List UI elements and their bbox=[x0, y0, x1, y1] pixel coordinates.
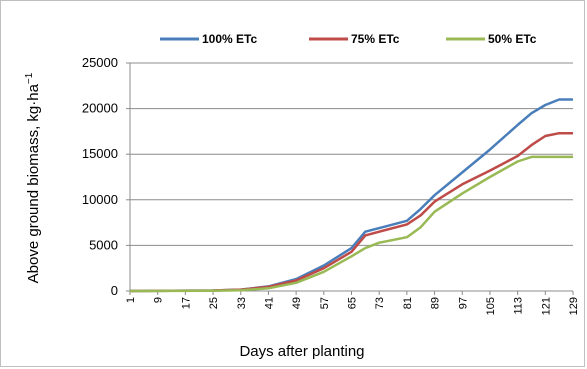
y-tick-label: 20000 bbox=[82, 101, 118, 116]
y-tick-label: 10000 bbox=[82, 192, 118, 207]
x-tick-label: 33 bbox=[236, 297, 248, 309]
y-tick-label: 5000 bbox=[89, 237, 118, 252]
x-tick-label: 65 bbox=[347, 297, 359, 309]
x-tick-label: 81 bbox=[402, 297, 414, 309]
legend-label-50-etc: 50% ETc bbox=[488, 32, 537, 46]
legend: 100% ETc 75% ETc 50% ETc bbox=[160, 32, 537, 46]
y-tick-labels: 0 5000 10000 15000 20000 25000 bbox=[82, 55, 118, 298]
x-tick-label: 49 bbox=[291, 297, 303, 309]
legend-label-100-etc: 100% ETc bbox=[202, 32, 257, 46]
y-axis-label-text: Above ground biomass, kg·ha bbox=[25, 83, 42, 283]
x-tick-label: 97 bbox=[457, 297, 469, 309]
x-tick-label: 73 bbox=[374, 297, 386, 309]
y-tick-label: 15000 bbox=[82, 146, 118, 161]
x-tick-label: 9 bbox=[153, 297, 165, 303]
line-50-etc bbox=[129, 155, 573, 293]
y-axis-label: Above ground biomass, kg·ha−1 bbox=[24, 72, 42, 283]
axes bbox=[126, 62, 574, 295]
x-tick-label: 57 bbox=[319, 297, 331, 309]
x-tick-label: 129 bbox=[568, 297, 580, 315]
line-75-etc bbox=[129, 131, 573, 293]
x-tick-label: 105 bbox=[485, 297, 497, 315]
series-lines bbox=[129, 98, 573, 293]
x-tick-label: 25 bbox=[208, 297, 220, 309]
gridlines bbox=[130, 62, 573, 246]
x-tick-label: 1 bbox=[125, 297, 137, 303]
x-tick-label: 121 bbox=[540, 297, 552, 315]
x-tick-label: 41 bbox=[263, 297, 275, 309]
y-axis-label-superscript: −1 bbox=[24, 72, 35, 84]
legend-label-75-etc: 75% ETc bbox=[351, 32, 400, 46]
line-100-etc bbox=[129, 98, 573, 293]
y-tick-label: 0 bbox=[111, 283, 118, 298]
x-axis-label: Days after planting bbox=[239, 343, 364, 360]
x-tick-labels: 1 9 17 25 33 41 49 57 65 73 81 89 97 105 113 121 129 bbox=[125, 297, 580, 315]
x-tick-label: 89 bbox=[430, 297, 442, 309]
x-tick-label: 113 bbox=[513, 297, 525, 315]
x-tick-label: 17 bbox=[180, 297, 192, 309]
y-tick-label: 25000 bbox=[82, 55, 118, 70]
